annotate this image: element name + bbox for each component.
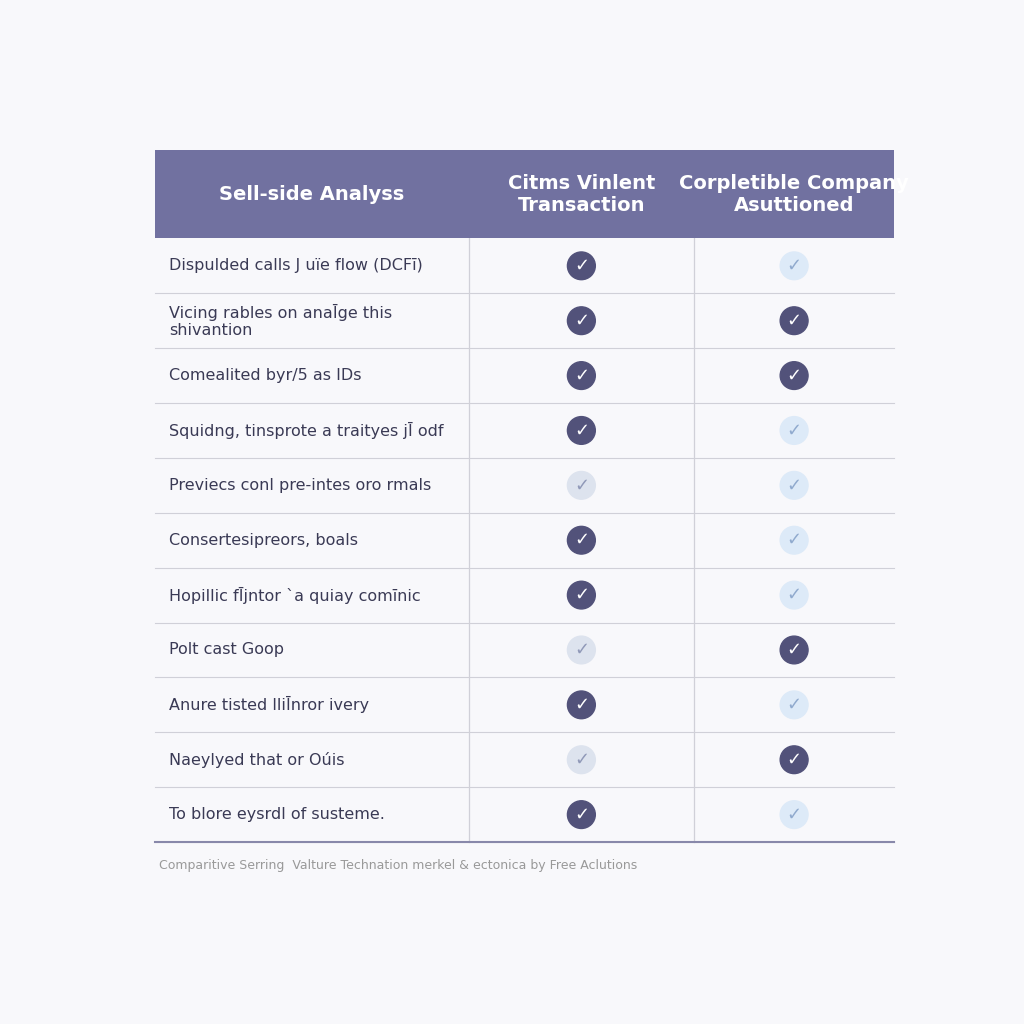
Text: Squidng, tinsprote a traityes jĪ odf: Squidng, tinsprote a traityes jĪ odf <box>169 422 443 439</box>
Text: ✓: ✓ <box>786 476 802 495</box>
Text: Comparitive Serring  Valture Technation merkel & ectonica by Free Aclutions: Comparitive Serring Valture Technation m… <box>159 859 637 872</box>
Circle shape <box>567 745 595 773</box>
Text: ✓: ✓ <box>786 367 802 385</box>
Circle shape <box>780 691 808 719</box>
Text: ✓: ✓ <box>573 641 589 659</box>
Circle shape <box>780 471 808 499</box>
Text: Dispulded calls J uïe flow (DCFī): Dispulded calls J uïe flow (DCFī) <box>169 258 423 273</box>
Text: ✓: ✓ <box>786 422 802 439</box>
Text: ✓: ✓ <box>573 311 589 330</box>
Text: Previecs conl pre-intes oro rmals: Previecs conl pre-intes oro rmals <box>169 478 431 493</box>
Circle shape <box>567 526 595 554</box>
Circle shape <box>780 636 808 664</box>
Text: Anure tisted lliĪnror ivery: Anure tisted lliĪnror ivery <box>169 696 370 714</box>
Text: ✓: ✓ <box>573 257 589 274</box>
Text: Citms Vinlent
Transaction: Citms Vinlent Transaction <box>508 174 655 215</box>
Text: ✓: ✓ <box>786 696 802 714</box>
Circle shape <box>780 526 808 554</box>
Text: ✓: ✓ <box>573 806 589 823</box>
Circle shape <box>780 582 808 609</box>
Text: To blore eysrdl of susteme.: To blore eysrdl of susteme. <box>169 807 385 822</box>
Circle shape <box>780 307 808 335</box>
Circle shape <box>780 745 808 773</box>
Text: Consertesipreors, boals: Consertesipreors, boals <box>169 532 358 548</box>
Circle shape <box>567 636 595 664</box>
Text: Polt cast Goop: Polt cast Goop <box>169 642 284 657</box>
Text: Naeylyed that or Oúis: Naeylyed that or Oúis <box>169 752 344 768</box>
Text: Sell-side Analyss: Sell-side Analyss <box>219 184 404 204</box>
Text: ✓: ✓ <box>573 586 589 604</box>
Text: Vicing rables on anaĪge this
shivantion: Vicing rables on anaĪge this shivantion <box>169 303 392 338</box>
Text: ✓: ✓ <box>786 751 802 769</box>
Text: ✓: ✓ <box>786 641 802 659</box>
Circle shape <box>567 471 595 499</box>
Text: ✓: ✓ <box>573 422 589 439</box>
Text: ✓: ✓ <box>786 806 802 823</box>
Text: Corpletible Company
Asuttioned: Corpletible Company Asuttioned <box>679 174 909 215</box>
Circle shape <box>567 582 595 609</box>
Text: ✓: ✓ <box>573 476 589 495</box>
Text: ✓: ✓ <box>573 751 589 769</box>
Circle shape <box>567 307 595 335</box>
Circle shape <box>780 252 808 280</box>
Circle shape <box>780 417 808 444</box>
Circle shape <box>567 252 595 280</box>
Text: ✓: ✓ <box>573 531 589 549</box>
Circle shape <box>567 361 595 389</box>
Text: Comealited byr/5 as IDs: Comealited byr/5 as IDs <box>169 368 361 383</box>
Text: ✓: ✓ <box>573 367 589 385</box>
Text: Hopillic fĪjntor `a quiay comīnic: Hopillic fĪjntor `a quiay comīnic <box>169 587 421 603</box>
Text: ✓: ✓ <box>786 531 802 549</box>
Text: ✓: ✓ <box>786 586 802 604</box>
Circle shape <box>780 801 808 828</box>
Circle shape <box>567 801 595 828</box>
Bar <box>155 150 895 239</box>
Circle shape <box>567 417 595 444</box>
Text: ✓: ✓ <box>786 257 802 274</box>
Text: ✓: ✓ <box>786 311 802 330</box>
Circle shape <box>780 361 808 389</box>
Text: ✓: ✓ <box>573 696 589 714</box>
Circle shape <box>567 691 595 719</box>
